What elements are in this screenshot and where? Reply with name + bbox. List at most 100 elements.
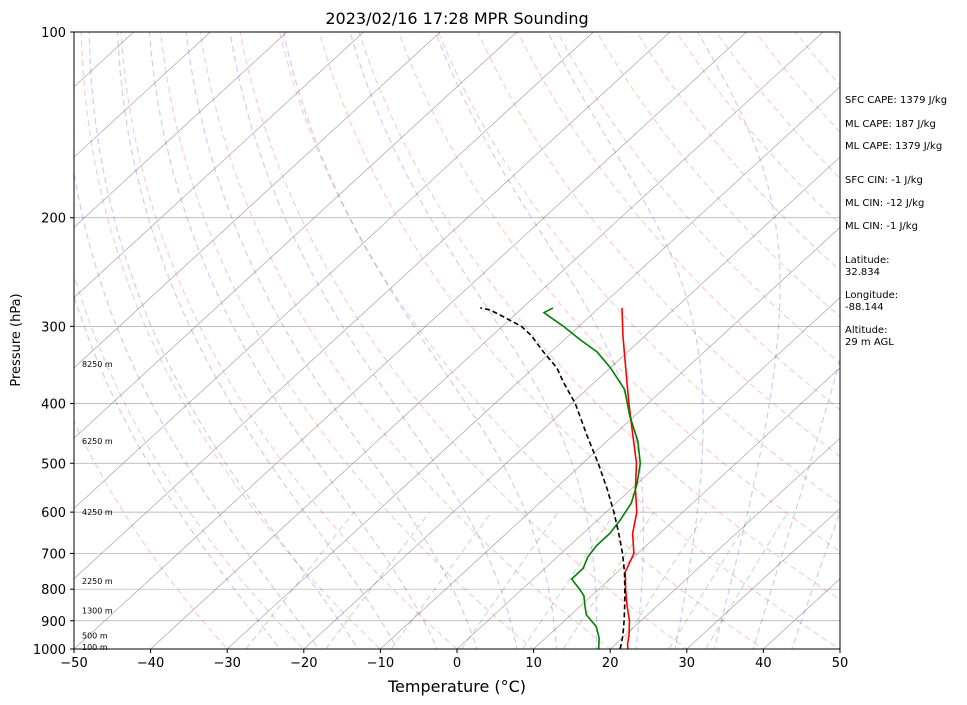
dry-adiabat-line (636, 32, 840, 272)
dry-adiabat-line (556, 32, 840, 364)
dry-adiabat-line (437, 32, 840, 505)
moist-adiabat-line (229, 32, 518, 649)
background-guide-lines (74, 18, 967, 662)
x-tick-label: 0 (453, 656, 461, 671)
height-label: 8250 m (82, 360, 113, 369)
moist-adiabat-line (185, 32, 478, 649)
isotherm-line (226, 86, 840, 649)
y-tick-label: 100 (41, 26, 66, 41)
x-tick-label: 10 (525, 656, 542, 671)
altitude-text: Altitude: 29 m AGL (845, 325, 894, 348)
isotherm-line (74, 32, 671, 580)
moist-adiabat-line (148, 32, 438, 649)
height-label: 100 m (82, 643, 108, 652)
x-tick-label: 40 (755, 656, 772, 671)
dry-adiabat-line (120, 32, 458, 649)
dry-adiabat-line (318, 32, 840, 649)
moist-adiabat-line (349, 32, 598, 649)
dry-adiabat-line (715, 32, 840, 180)
x-tick-label: −40 (137, 656, 164, 671)
height-labels: 100 m 500 m 1300 m 2250 m 4250 m 6250 m 8250 m (82, 360, 113, 652)
longitude-text: Longitude: -88.144 (845, 290, 899, 313)
moist-adiabat-line (117, 32, 399, 649)
isotherm-line (456, 297, 840, 649)
y-tick-label: 800 (41, 583, 66, 598)
isotherm-line (379, 226, 840, 649)
x-tick-label: −10 (367, 656, 394, 671)
moist-adiabat-line (547, 32, 704, 649)
chart-title: 2023/02/16 17:28 MPR Sounding (325, 9, 588, 28)
y-tick-label: 700 (41, 547, 66, 562)
height-label: 6250 m (82, 437, 113, 446)
height-label: 4250 m (82, 508, 113, 517)
ml-cin-text-2: ML CIN: -1 J/kg (845, 221, 918, 232)
ml-cape-text: ML CAPE: 187 J/kg (845, 119, 936, 130)
sfc-cape-text: SFC CAPE: 1379 J/kg (845, 95, 948, 106)
dry-adiabat-line (80, 32, 382, 649)
dry-adiabat-line (74, 273, 305, 649)
isotherm-line (74, 32, 288, 228)
isotherm-line (74, 32, 211, 158)
y-tick-label: 900 (41, 615, 66, 630)
latitude-text: Latitude: 32.834 (845, 255, 890, 278)
dewpoint-profile-line (542, 307, 642, 649)
x-tick-label: −50 (60, 656, 87, 671)
axes: −50 −40 −30 −20 −10 0 10 20 30 40 50 1000 900 800 700 6… (33, 26, 848, 671)
isotherm-line (533, 367, 840, 649)
isotherm-line (902, 18, 967, 662)
isotherm-line (74, 32, 748, 649)
height-label: 1300 m (82, 606, 113, 615)
moist-adiabat-line (74, 294, 281, 649)
moist-adiabat-line (697, 32, 781, 649)
mixing-ratio-line (245, 511, 355, 649)
mixing-ratio-line (325, 511, 431, 649)
parcel-profile-line (480, 307, 626, 649)
mixing-ratio-line (461, 511, 559, 649)
x-tick-label: 50 (832, 656, 849, 671)
mixing-ratio-line (618, 511, 707, 649)
moist-adiabat-line (282, 32, 558, 649)
mixing-ratio-line (705, 511, 789, 649)
x-tick-label: 20 (602, 656, 619, 671)
dry-adiabat-line (159, 32, 535, 649)
isotherm-line (74, 32, 594, 509)
height-label: 500 m (82, 631, 108, 640)
dry-adiabat-line (199, 32, 612, 649)
moist-adiabat-line (74, 168, 320, 649)
ml-cin-text: ML CIN: -12 J/kg (845, 198, 925, 209)
isotherm-line (74, 32, 518, 439)
isotherm-line (686, 507, 840, 649)
sfc-cin-text: SFC CIN: -1 J/kg (845, 175, 923, 186)
ml-cape-text-2: ML CAPE: 1379 J/kg (845, 141, 943, 152)
isotherm-line (303, 156, 840, 649)
mixing-ratio-line (522, 511, 617, 649)
isotherm-line (74, 32, 441, 369)
dry-adiabat-line (517, 32, 840, 411)
y-tick-label: 1000 (33, 643, 66, 658)
isotherm-line (74, 32, 365, 299)
plot-frame (73, 31, 841, 650)
y-tick-label: 200 (41, 212, 66, 227)
y-tick-label: 400 (41, 397, 66, 412)
moist-adiabat-line (88, 32, 359, 649)
mixing-ratio-line (668, 511, 755, 649)
dry-adiabat-line (902, 18, 967, 662)
x-tick-label: −20 (290, 656, 317, 671)
dry-adiabat-line (74, 420, 229, 649)
isotherm-line (150, 32, 824, 649)
x-tick-label: 30 (679, 656, 696, 671)
dry-adiabat-line (596, 32, 840, 318)
dry-adiabat-line (239, 32, 688, 649)
y-tick-label: 300 (41, 320, 66, 335)
x-tick-label: −30 (213, 656, 240, 671)
temperature-profile-line (621, 307, 638, 649)
mixing-ratio-line (390, 511, 493, 649)
mixing-ratio-line (562, 511, 655, 649)
y-tick-label: 500 (41, 457, 66, 472)
dry-adiabat-line (675, 32, 840, 226)
y-tick-label: 600 (41, 506, 66, 521)
moist-adiabat-line (752, 357, 840, 649)
dry-adiabat-line (279, 32, 765, 649)
isotherm-line (609, 437, 840, 649)
